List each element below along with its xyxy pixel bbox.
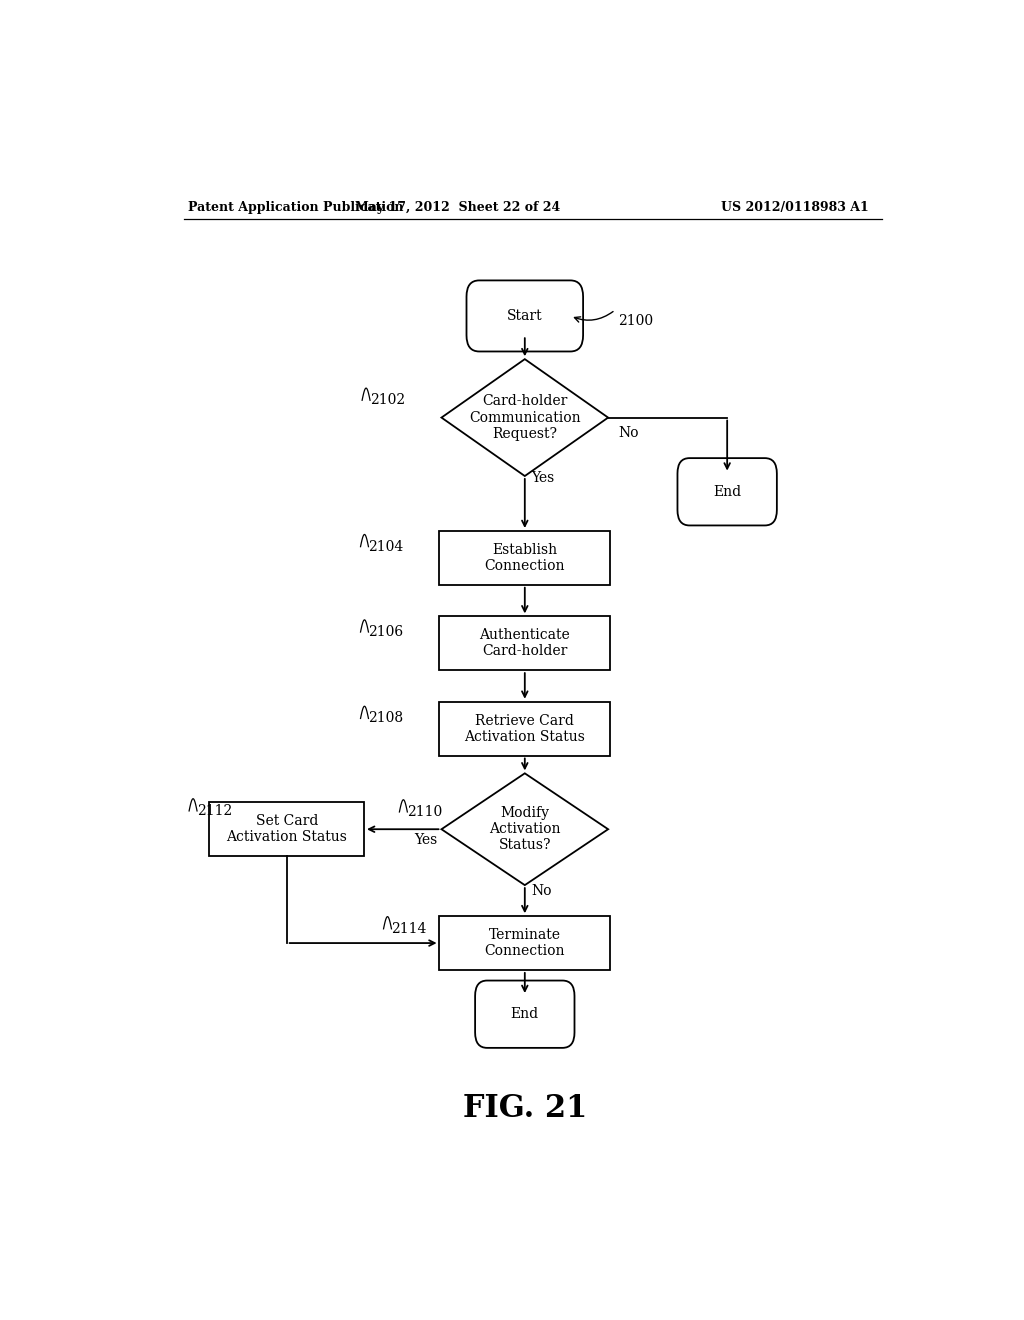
- Text: No: No: [531, 884, 552, 898]
- Text: 2110: 2110: [408, 805, 442, 818]
- Bar: [209, 803, 365, 857]
- Text: Start: Start: [507, 309, 543, 323]
- Text: FIG. 21: FIG. 21: [463, 1093, 587, 1125]
- Text: 2100: 2100: [618, 314, 653, 329]
- Text: Yes: Yes: [531, 470, 554, 484]
- Text: Retrieve Card
Activation Status: Retrieve Card Activation Status: [464, 714, 586, 743]
- Text: Terminate
Connection: Terminate Connection: [484, 928, 565, 958]
- FancyBboxPatch shape: [475, 981, 574, 1048]
- Bar: [439, 702, 610, 755]
- Text: US 2012/0118983 A1: US 2012/0118983 A1: [721, 201, 868, 214]
- Text: Yes: Yes: [414, 833, 437, 847]
- Text: End: End: [511, 1007, 539, 1022]
- Text: 2106: 2106: [369, 626, 403, 639]
- Text: 2112: 2112: [197, 804, 232, 818]
- Text: 2108: 2108: [369, 711, 403, 726]
- Text: Authenticate
Card-holder: Authenticate Card-holder: [479, 628, 570, 659]
- Text: Patent Application Publication: Patent Application Publication: [187, 201, 403, 214]
- Text: No: No: [618, 426, 639, 440]
- Text: Modify
Activation
Status?: Modify Activation Status?: [489, 807, 560, 853]
- Polygon shape: [441, 774, 608, 886]
- Bar: [439, 916, 610, 970]
- Text: Card-holder
Communication
Request?: Card-holder Communication Request?: [469, 395, 581, 441]
- Bar: [439, 616, 610, 671]
- Polygon shape: [441, 359, 608, 477]
- Text: 2104: 2104: [369, 540, 403, 553]
- Text: May 17, 2012  Sheet 22 of 24: May 17, 2012 Sheet 22 of 24: [354, 201, 560, 214]
- Bar: [439, 531, 610, 585]
- Text: 2102: 2102: [370, 393, 406, 408]
- Text: End: End: [713, 484, 741, 499]
- FancyBboxPatch shape: [678, 458, 777, 525]
- Text: 2114: 2114: [391, 921, 427, 936]
- FancyBboxPatch shape: [467, 280, 583, 351]
- Text: Set Card
Activation Status: Set Card Activation Status: [226, 814, 347, 845]
- Text: Establish
Connection: Establish Connection: [484, 543, 565, 573]
